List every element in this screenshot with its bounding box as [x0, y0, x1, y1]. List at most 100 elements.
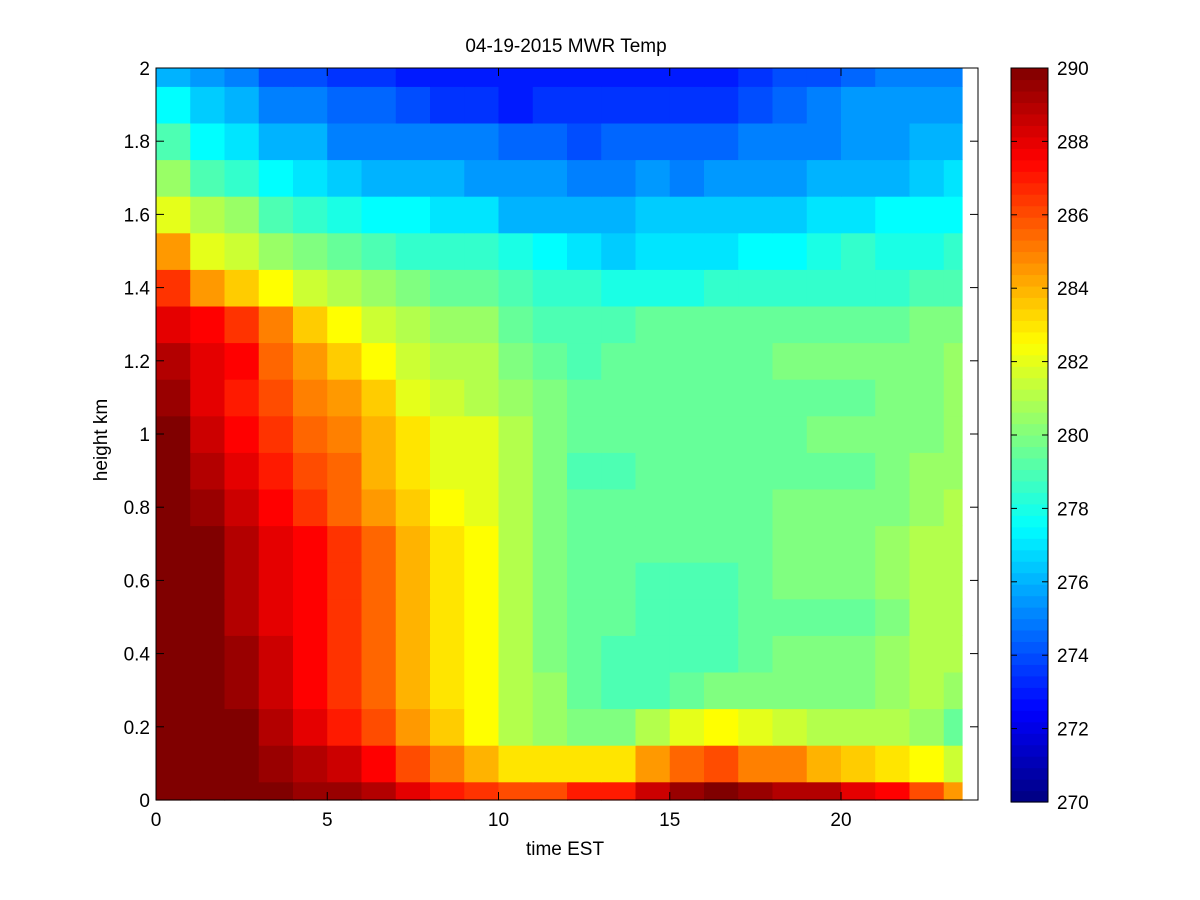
heatmap-cell [190, 379, 226, 417]
colorbar-tick-label: 286 [1057, 206, 1089, 227]
heatmap-cell [156, 305, 191, 344]
heatmap-cell [669, 86, 705, 124]
y-tick-label: 1 [139, 425, 150, 446]
heatmap-cell [258, 671, 294, 710]
heatmap-cell [430, 159, 465, 197]
heatmap-cell [224, 671, 260, 710]
heatmap-cell [498, 305, 534, 344]
heatmap-cell [738, 342, 774, 380]
heatmap-cell [841, 415, 876, 453]
heatmap-cell [361, 269, 397, 307]
heatmap-cell [738, 635, 774, 673]
heatmap-cell [327, 122, 363, 161]
heatmap-cell [498, 342, 534, 380]
colorbar-tick-label: 280 [1057, 426, 1089, 447]
heatmap-cell [532, 781, 568, 801]
heatmap-cell [635, 86, 671, 124]
y-tick-label: 0.2 [124, 718, 150, 739]
heatmap-cell [395, 598, 431, 636]
heatmap-cell [430, 68, 465, 87]
colorbar-segment [1011, 412, 1048, 425]
heatmap-cell [601, 525, 637, 563]
heatmap-cells [156, 68, 963, 801]
heatmap-cell [669, 342, 705, 380]
heatmap-cell [635, 232, 671, 270]
heatmap-cell [601, 781, 637, 801]
heatmap-cell [601, 68, 637, 87]
heatmap-cell [498, 196, 534, 234]
colorbar-segment [1011, 274, 1048, 287]
heatmap-cell [498, 269, 534, 307]
colorbar-segment [1011, 182, 1048, 195]
heatmap-cell [943, 525, 963, 563]
heatmap-cell [327, 269, 363, 307]
heatmap-cell [156, 86, 191, 124]
heatmap-cell [464, 562, 500, 600]
heatmap-cell [704, 525, 739, 563]
heatmap-cell [943, 68, 963, 87]
heatmap-cell [772, 196, 808, 234]
heatmap-cell [943, 269, 963, 307]
colorbar-segment [1011, 389, 1048, 402]
heatmap-cell [875, 342, 911, 380]
heatmap-cell [704, 232, 739, 270]
y-tick-label: 2 [139, 59, 150, 80]
colorbar-segment [1011, 159, 1048, 172]
heatmap-cell [156, 452, 191, 490]
colorbar-segment [1011, 377, 1048, 390]
heatmap-cell [498, 379, 534, 417]
heatmap-cell [532, 635, 568, 673]
heatmap-cell [909, 635, 945, 673]
heatmap-cell [806, 562, 842, 600]
heatmap-cell [806, 708, 842, 746]
heatmap-cell [327, 342, 363, 380]
heatmap-cell [532, 269, 568, 307]
colorbar-segment [1011, 687, 1048, 700]
colorbar-segment [1011, 744, 1048, 757]
heatmap-cell [806, 745, 842, 783]
heatmap-cell [532, 562, 568, 600]
heatmap-cell [635, 488, 671, 527]
heatmap-cell [156, 671, 191, 710]
heatmap-cell [464, 86, 500, 124]
heatmap-cell [567, 598, 602, 636]
heatmap-cell [806, 488, 842, 527]
heatmap-cell [841, 671, 876, 710]
heatmap-cell [875, 86, 911, 124]
heatmap-cell [327, 708, 363, 746]
heatmap-cell [738, 525, 774, 563]
heatmap-cell [909, 415, 945, 453]
heatmap-cell [156, 745, 191, 783]
heatmap-cell [293, 562, 328, 600]
colorbar-segment [1011, 148, 1048, 161]
colorbar-segment [1011, 262, 1048, 276]
heatmap-cell [498, 122, 534, 161]
heatmap-cell [190, 635, 226, 673]
heatmap-cell [875, 781, 911, 801]
heatmap-cell [464, 68, 500, 87]
colorbar-segment [1011, 68, 1048, 81]
heatmap-cell [430, 708, 465, 746]
heatmap-cell [943, 86, 963, 124]
colorbar-segment [1011, 469, 1048, 482]
heatmap-cell [464, 305, 500, 344]
heatmap-cell [772, 305, 808, 344]
heatmap-cell [156, 68, 191, 87]
colorbar-segment [1011, 549, 1048, 562]
heatmap-cell [806, 159, 842, 197]
heatmap-cell [361, 305, 397, 344]
heatmap-cell [327, 196, 363, 234]
heatmap-cell [875, 415, 911, 453]
heatmap-cell [498, 708, 534, 746]
heatmap-cell [704, 415, 739, 453]
heatmap-cell [567, 562, 602, 600]
heatmap-cell [772, 525, 808, 563]
colorbar-segment [1011, 343, 1048, 356]
heatmap-cell [361, 525, 397, 563]
heatmap-cell [909, 745, 945, 783]
colorbar-tick-label: 288 [1057, 132, 1089, 153]
heatmap-cell [704, 488, 739, 527]
heatmap-cell [361, 68, 397, 87]
heatmap-cell [224, 452, 260, 490]
heatmap-cell [258, 415, 294, 453]
